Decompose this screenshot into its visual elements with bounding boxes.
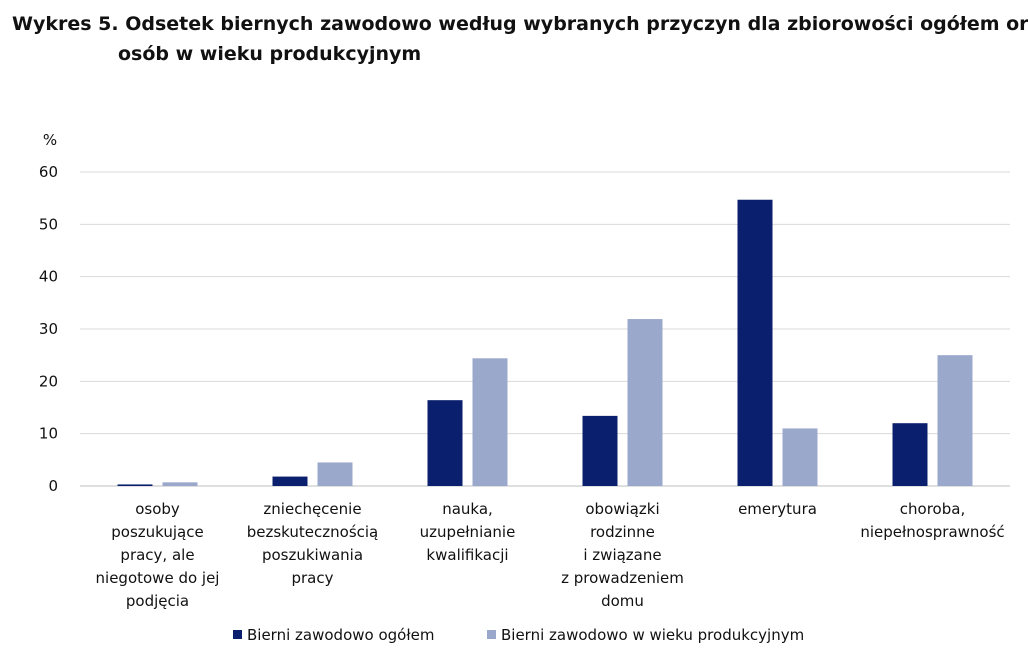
x-category-label: obowiązki rodzinne i związane z prowadzenie… [561, 500, 684, 610]
x-tick-label-line: z prowadzeniem [561, 569, 684, 587]
x-tick-label-line: domu [601, 592, 644, 610]
x-tick-label-line: zniechęcenie [263, 500, 361, 518]
y-tick-label: 30 [39, 320, 58, 338]
x-tick-label-line: poszukiwania [262, 546, 363, 564]
bar [627, 319, 663, 486]
gridlines [80, 171, 1010, 487]
legend-swatch [487, 630, 496, 639]
legend-item: Bierni zawodowo ogółem [233, 626, 434, 644]
x-tick-label-line: emerytura [738, 500, 817, 518]
x-tick-label-line: poszukujące [111, 523, 203, 541]
bar [472, 358, 508, 486]
y-tick-label: 60 [39, 163, 58, 181]
legend-label: Bierni zawodowo w wieku produkcyjnym [501, 626, 804, 644]
y-tick-label: 20 [39, 372, 58, 390]
x-category-label: choroba, niepełnosprawność [860, 500, 1004, 541]
y-tick-label: 40 [39, 268, 58, 286]
bars [117, 199, 973, 486]
y-tick-label: 10 [39, 425, 58, 443]
chart-title-line-1: Wykres 5. Odsetek biernych zawodowo wedł… [12, 13, 1028, 35]
x-category-label: emerytura [738, 500, 817, 518]
x-tick-label-line: niegotowe do jej [96, 569, 220, 587]
x-tick-label-line: podjęcia [126, 592, 189, 610]
y-axis-label: % [43, 131, 57, 149]
bar [272, 476, 308, 486]
y-axis-ticks: 0 10 20 30 40 50 60 [39, 163, 58, 495]
bar [892, 423, 928, 486]
x-tick-label-line: pracy [291, 569, 333, 587]
x-tick-label-line: bezskutecznością [247, 523, 379, 541]
x-tick-label-line: obowiązki [585, 500, 659, 518]
x-tick-label-line: osoby [135, 500, 180, 518]
bar [317, 462, 353, 486]
x-category-label: nauka, uzupełnianie kwalifikacji [420, 500, 516, 564]
legend-label: Bierni zawodowo ogółem [247, 626, 434, 644]
x-tick-label-line: pracy, ale [120, 546, 194, 564]
chart-title-line-2: osób w wieku produkcyjnym [118, 43, 421, 65]
x-category-label: osoby poszukujące pracy, ale niegotowe do j… [96, 500, 220, 610]
bar [937, 355, 973, 486]
y-tick-label: 0 [48, 477, 58, 495]
x-tick-label-line: rodzinne [590, 523, 655, 541]
bar [582, 415, 618, 486]
x-tick-label-line: kwalifikacji [426, 546, 508, 564]
x-tick-label-line: i związane [583, 546, 661, 564]
x-tick-label-line: uzupełnianie [420, 523, 516, 541]
bar [117, 484, 153, 486]
x-tick-label-line: nauka, [442, 500, 493, 518]
bar [737, 199, 773, 486]
x-tick-label-line: niepełnosprawność [860, 523, 1004, 541]
legend-item: Bierni zawodowo w wieku produkcyjnym [487, 626, 804, 644]
bar [162, 482, 198, 486]
y-tick-label: 50 [39, 215, 58, 233]
legend: Bierni zawodowo ogółem Bierni zawodowo w … [233, 626, 804, 644]
bar [427, 400, 463, 486]
legend-swatch [233, 630, 242, 639]
bar [782, 428, 818, 486]
x-axis-labels: osoby poszukujące pracy, ale niegotowe do j… [96, 500, 1005, 610]
x-tick-label-line: choroba, [900, 500, 965, 518]
x-category-label: zniechęcenie bezskutecznością poszukiwania… [247, 500, 379, 587]
